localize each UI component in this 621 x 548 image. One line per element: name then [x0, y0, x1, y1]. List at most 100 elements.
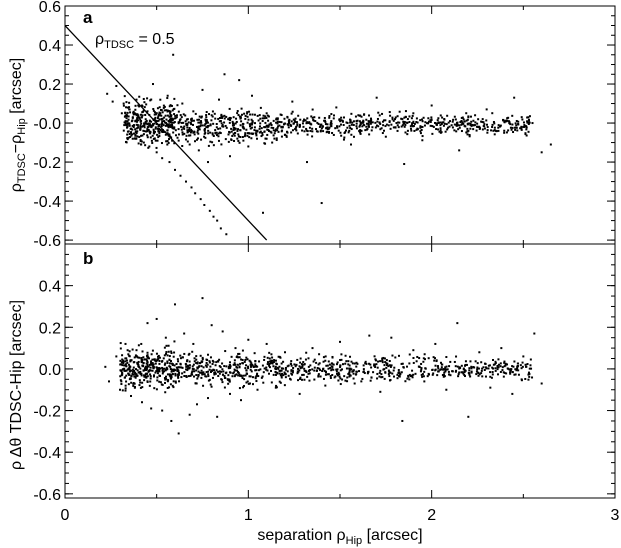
- data-point: [124, 389, 127, 392]
- data-point: [461, 121, 464, 124]
- data-point: [203, 124, 206, 127]
- data-point: [453, 123, 456, 126]
- data-point: [185, 360, 188, 363]
- data-point: [143, 375, 146, 378]
- data-point: [119, 342, 122, 345]
- data-point: [324, 355, 327, 358]
- data-point: [179, 114, 182, 117]
- data-point: [375, 124, 378, 127]
- data-point: [258, 360, 261, 363]
- data-point: [511, 392, 514, 395]
- data-point: [238, 387, 241, 390]
- data-point: [281, 372, 284, 375]
- data-point: [491, 123, 494, 126]
- data-point: [154, 362, 157, 365]
- data-point: [170, 350, 173, 353]
- data-point: [358, 120, 361, 123]
- data-point: [268, 364, 271, 367]
- data-point: [227, 140, 230, 143]
- data-point: [221, 115, 224, 118]
- data-point: [354, 373, 357, 376]
- data-point: [395, 122, 398, 125]
- data-point: [125, 380, 128, 383]
- data-point: [335, 125, 338, 128]
- data-point: [462, 118, 465, 121]
- data-point: [424, 367, 427, 370]
- data-point: [299, 361, 302, 364]
- data-point: [174, 168, 176, 171]
- data-point: [195, 362, 198, 365]
- data-point: [290, 364, 293, 367]
- data-point: [131, 116, 134, 119]
- data-point: [352, 370, 355, 373]
- data-point: [447, 121, 450, 124]
- data-point: [151, 358, 154, 361]
- data-point: [128, 350, 131, 353]
- data-point: [194, 140, 197, 143]
- data-point: [401, 118, 404, 121]
- data-point: [203, 373, 206, 376]
- data-point: [328, 115, 331, 118]
- data-point: [147, 122, 150, 125]
- data-point: [163, 116, 166, 119]
- data-point: [138, 95, 141, 98]
- data-point: [294, 117, 297, 120]
- data-point: [129, 359, 132, 362]
- data-point: [158, 132, 161, 135]
- data-point: [135, 355, 138, 358]
- data-point: [285, 130, 288, 133]
- data-point: [249, 375, 252, 378]
- data-point: [444, 368, 447, 371]
- data-point: [155, 151, 158, 154]
- data-point: [247, 132, 250, 135]
- data-point: [240, 120, 243, 123]
- data-point: [163, 109, 166, 112]
- data-point: [270, 359, 273, 362]
- data-point: [481, 128, 484, 131]
- data-point: [166, 129, 169, 132]
- data-point: [204, 118, 207, 121]
- data-point: [177, 360, 180, 363]
- data-point: [263, 126, 266, 129]
- data-point: [149, 363, 152, 366]
- data-point: [511, 126, 514, 129]
- data-point: [234, 347, 237, 350]
- data-point: [237, 128, 240, 131]
- data-point: [129, 136, 132, 139]
- data-point: [374, 359, 377, 362]
- data-point: [483, 123, 486, 126]
- data-point: [192, 363, 195, 366]
- data-point: [297, 370, 300, 373]
- data-point: [126, 361, 129, 364]
- data-point: [214, 132, 217, 135]
- data-point: [263, 367, 266, 370]
- data-point: [153, 113, 156, 116]
- data-point: [250, 363, 253, 366]
- data-point: [388, 111, 391, 114]
- data-point: [133, 382, 136, 385]
- data-point: [251, 123, 254, 126]
- data-point: [505, 372, 508, 375]
- data-point: [440, 363, 443, 366]
- data-point: [409, 127, 412, 130]
- data-point: [126, 114, 129, 117]
- data-point: [236, 370, 239, 373]
- data-point: [382, 356, 385, 359]
- data-point: [221, 368, 224, 371]
- data-point: [260, 376, 263, 379]
- data-point: [195, 358, 198, 361]
- data-point: [462, 122, 465, 125]
- data-point: [322, 360, 325, 363]
- data-point: [506, 117, 509, 120]
- data-point: [265, 137, 268, 140]
- data-point: [337, 379, 340, 382]
- data-point: [224, 124, 227, 127]
- data-point: [205, 114, 208, 117]
- data-point: [310, 123, 313, 126]
- data-point: [390, 336, 393, 339]
- data-point: [298, 365, 301, 368]
- data-point: [266, 361, 269, 364]
- data-point: [493, 122, 496, 125]
- data-point: [527, 378, 530, 381]
- data-point: [494, 361, 497, 364]
